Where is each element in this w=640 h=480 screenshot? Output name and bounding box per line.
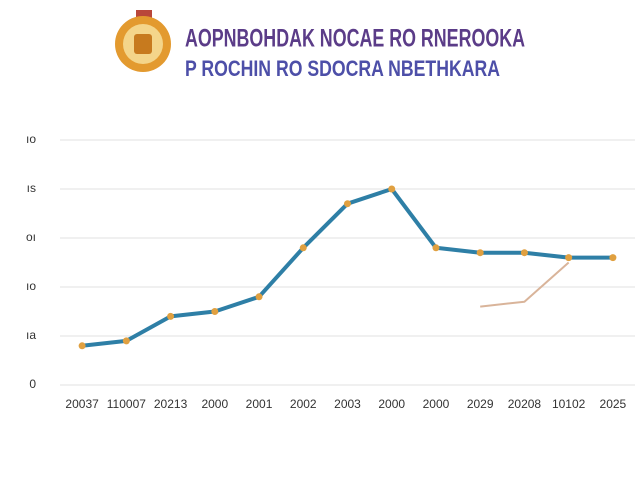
x-tick-label: 110007 bbox=[107, 397, 146, 411]
point bbox=[299, 244, 307, 252]
x-tick-label: 2029 bbox=[467, 397, 494, 411]
x-tick-label: 2003 bbox=[334, 397, 361, 411]
y-tick-label: oı bbox=[26, 230, 36, 244]
point bbox=[255, 293, 263, 301]
point bbox=[565, 254, 573, 262]
x-tick-label: 2001 bbox=[246, 397, 273, 411]
point bbox=[432, 244, 440, 252]
point bbox=[167, 312, 175, 320]
x-tick-label: 2002 bbox=[290, 397, 317, 411]
point bbox=[211, 308, 219, 315]
point bbox=[609, 254, 617, 262]
x-tick-label: 20037 bbox=[65, 397, 99, 411]
x-tick-label: 20213 bbox=[154, 397, 188, 411]
point bbox=[78, 342, 86, 350]
x-tick-label: 2000 bbox=[201, 397, 228, 411]
x-tick-label: 10102 bbox=[552, 397, 586, 411]
y-tick-label: ıo bbox=[26, 279, 36, 293]
point bbox=[122, 337, 130, 345]
y-tick-label: ıo bbox=[26, 132, 36, 146]
line-series bbox=[480, 261, 570, 308]
x-tick-label: 2000 bbox=[423, 397, 450, 411]
point bbox=[476, 249, 484, 257]
x-tick-label: 2000 bbox=[378, 397, 405, 411]
chart-subtitle: P ROCHIN RO SDOCRA NBETHKARA bbox=[185, 56, 500, 81]
x-tick-label: 2025 bbox=[600, 397, 627, 411]
y-tick-label: 0 bbox=[29, 377, 36, 391]
y-tick-label: ıa bbox=[26, 328, 36, 342]
line-series bbox=[81, 187, 613, 348]
y-tick-label: ıs bbox=[27, 181, 36, 195]
point bbox=[344, 200, 351, 208]
point bbox=[520, 249, 528, 257]
point bbox=[388, 185, 396, 193]
logo bbox=[115, 10, 171, 72]
chart-title: AOPNBOHDAK NOCAE RO RNEROOKA bbox=[185, 25, 525, 53]
x-tick-label: 20208 bbox=[508, 397, 542, 411]
